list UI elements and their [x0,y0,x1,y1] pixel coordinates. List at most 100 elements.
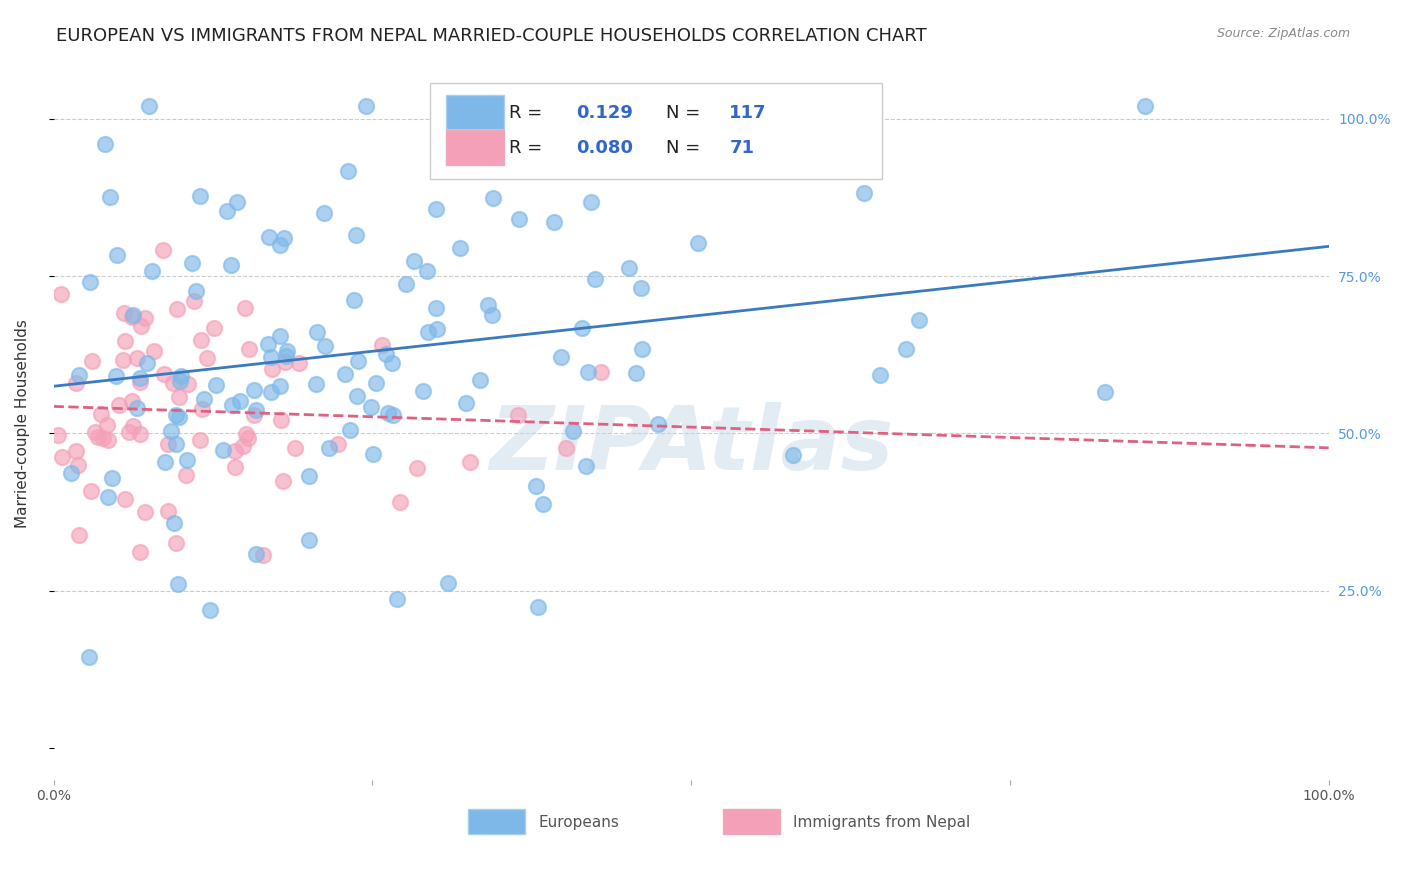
Point [307,325,329,339]
Point [134,311,156,326]
Point [232,439,254,453]
Point [259,230,281,244]
Point [425,301,447,316]
Point [853,186,876,200]
Point [143,343,166,358]
Point [46,427,69,442]
Point [165,436,187,450]
Point [152,243,174,257]
Point [696,99,718,113]
Point [527,599,550,614]
Point [388,495,411,509]
Point [219,258,242,272]
Point [114,491,136,506]
Point [135,356,157,370]
Point [395,277,418,292]
Point [65,444,87,458]
Point [276,344,298,359]
Point [269,329,291,343]
Point [225,195,247,210]
Point [371,337,394,351]
Point [60,466,83,480]
Point [412,384,434,399]
Point [571,320,593,334]
Point [262,362,284,376]
Point [243,384,266,398]
Point [662,125,685,139]
Point [108,398,131,412]
Point [82,353,104,368]
Text: 117: 117 [730,103,766,121]
Point [260,384,283,399]
Point [129,371,152,385]
Point [90,407,112,421]
Point [288,356,311,370]
Point [83,425,105,439]
Point [314,206,336,220]
Point [908,312,931,326]
Point [94,136,117,151]
Point [524,479,547,493]
Point [165,408,187,422]
Point [165,536,187,550]
Point [205,377,228,392]
Point [97,490,120,504]
Point [869,368,891,382]
Point [97,433,120,447]
Point [284,441,307,455]
Point [65,376,87,390]
Point [555,442,578,456]
Point [416,325,439,339]
Point [243,408,266,422]
Point [229,394,252,409]
Point [128,544,150,558]
Point [437,575,460,590]
Point [51,450,73,464]
Point [96,418,118,433]
Point [170,368,193,383]
Text: ZIPAtlas: ZIPAtlas [489,402,893,489]
Point [486,158,509,172]
FancyBboxPatch shape [723,809,780,834]
Text: N =: N = [665,139,700,157]
Point [782,448,804,462]
Point [202,320,225,334]
Point [460,455,482,469]
Point [896,342,918,356]
Text: N =: N = [665,103,700,121]
Point [617,260,640,275]
Point [425,202,447,216]
Point [481,308,503,322]
Point [591,365,613,379]
Point [481,191,503,205]
Point [67,368,90,383]
Point [67,458,90,472]
Point [1135,99,1157,113]
Point [91,431,114,445]
Point [273,231,295,245]
Point [454,395,477,409]
Point [626,366,648,380]
Point [98,190,121,204]
Point [449,241,471,255]
Point [121,394,143,409]
Point [176,453,198,467]
Point [160,424,183,438]
Point [114,334,136,349]
Point [198,603,221,617]
Point [415,264,437,278]
Point [406,461,429,475]
Point [274,349,297,363]
Point [181,256,204,270]
Point [190,401,212,416]
Point [333,368,356,382]
FancyBboxPatch shape [468,809,526,834]
Point [387,592,409,607]
Text: Source: ZipAtlas.com: Source: ZipAtlas.com [1216,27,1350,40]
Point [298,533,321,547]
Point [79,275,101,289]
Point [256,336,278,351]
Point [543,215,565,229]
Point [366,376,388,390]
Text: R =: R = [509,139,543,157]
